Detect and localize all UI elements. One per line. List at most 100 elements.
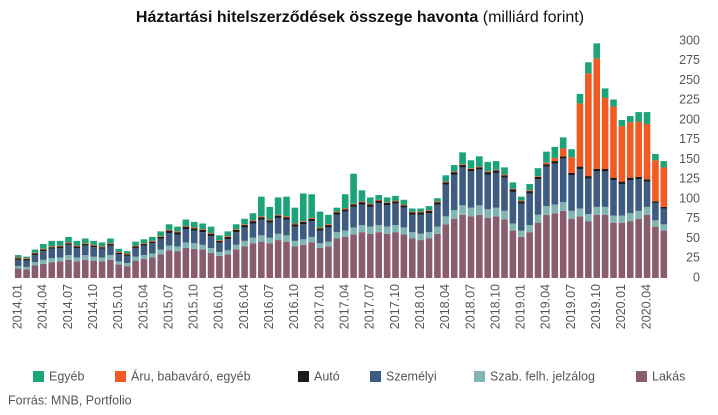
bar-segment bbox=[643, 214, 651, 278]
bar-segment bbox=[98, 257, 106, 262]
bar-segment bbox=[551, 163, 559, 205]
bar-segment bbox=[626, 177, 634, 181]
bar-segment bbox=[341, 194, 349, 209]
bar-segment bbox=[434, 201, 441, 203]
x-tick-label: 2015.07 bbox=[161, 284, 175, 329]
bar-segment bbox=[65, 243, 72, 245]
bar-segment bbox=[350, 206, 357, 228]
bar-segment bbox=[299, 221, 307, 222]
bar-segment bbox=[325, 246, 332, 278]
bar-segment bbox=[48, 240, 56, 247]
bar-segment bbox=[23, 266, 30, 270]
legend-swatch bbox=[636, 371, 647, 382]
bar-segment bbox=[115, 251, 123, 253]
bar-segment bbox=[559, 202, 567, 211]
bar-segment bbox=[48, 248, 56, 259]
bar-segment bbox=[107, 255, 114, 260]
bar-segment bbox=[132, 241, 139, 246]
bar-segment bbox=[568, 149, 575, 158]
bar-segment bbox=[48, 258, 56, 263]
bar-segment bbox=[375, 202, 383, 226]
bar-segment bbox=[383, 197, 391, 203]
bar-segment bbox=[56, 246, 64, 248]
bar-segment bbox=[316, 227, 324, 229]
x-tick-label: 2019.04 bbox=[539, 284, 553, 329]
bar-segment bbox=[140, 244, 148, 246]
bar-segment bbox=[400, 234, 408, 278]
bar-segment bbox=[509, 191, 517, 224]
bar-segment bbox=[593, 206, 601, 215]
bar-segment bbox=[408, 211, 416, 213]
bar-segment bbox=[149, 253, 156, 258]
chart-title: Háztartási hitelszerződések összege havo… bbox=[136, 9, 478, 26]
bar-segment bbox=[241, 225, 248, 228]
bar-segment bbox=[216, 251, 223, 256]
bar-segment bbox=[392, 200, 399, 202]
bar-segment bbox=[450, 218, 458, 278]
bar-segment bbox=[123, 251, 131, 254]
bar-segment bbox=[157, 254, 165, 278]
bar-segment bbox=[241, 227, 248, 241]
bar-segment bbox=[316, 211, 324, 228]
bar-segment bbox=[467, 160, 475, 169]
bar-segment bbox=[593, 58, 601, 169]
bar-segment bbox=[400, 205, 408, 208]
bar-segment bbox=[23, 258, 30, 260]
bar-segment bbox=[299, 221, 307, 225]
bar-segment bbox=[652, 226, 659, 278]
bar-segment bbox=[90, 247, 97, 257]
bar-segment bbox=[73, 246, 81, 248]
bar-segment bbox=[157, 236, 165, 239]
bar-segment bbox=[149, 243, 156, 254]
bar-segment bbox=[417, 211, 424, 213]
bar-segment bbox=[190, 227, 198, 229]
y-tick-label: 300 bbox=[679, 33, 700, 47]
bar-segment bbox=[98, 248, 106, 258]
bar-segment bbox=[459, 152, 466, 165]
x-tick-label: 2018.10 bbox=[488, 284, 502, 329]
bar-segment bbox=[417, 208, 424, 212]
bar-segment bbox=[375, 200, 383, 203]
x-tick-label: 2017.10 bbox=[388, 284, 402, 329]
bar-segment bbox=[174, 251, 181, 278]
bar-segment bbox=[350, 204, 357, 207]
bar-segment bbox=[291, 226, 299, 241]
bar-segment bbox=[333, 232, 341, 239]
bar-segment bbox=[551, 204, 559, 214]
bar-segment bbox=[90, 260, 97, 278]
x-tick-label: 2015.01 bbox=[111, 284, 125, 329]
bar-segment bbox=[551, 146, 559, 158]
bar-segment bbox=[115, 261, 123, 265]
bar-segment bbox=[31, 253, 39, 256]
bar-segment bbox=[48, 262, 56, 278]
bar-segment bbox=[459, 214, 466, 278]
bar-segment bbox=[585, 178, 592, 215]
bar-segment bbox=[56, 245, 64, 247]
bar-segment bbox=[400, 204, 408, 206]
bar-segment bbox=[249, 213, 257, 221]
x-tick-label: 2014.07 bbox=[61, 284, 75, 329]
bar-segment bbox=[484, 171, 492, 173]
chart-subtitle: (milliárd forint) bbox=[483, 9, 584, 26]
bar-segment bbox=[325, 241, 332, 247]
bar-segment bbox=[652, 220, 659, 227]
bar-segment bbox=[367, 206, 374, 227]
bar-segment bbox=[182, 219, 190, 226]
bar-segment bbox=[199, 244, 206, 250]
bar-segment bbox=[341, 209, 349, 212]
bar-segment bbox=[459, 205, 466, 215]
bar-segment bbox=[350, 234, 357, 278]
bar-segment bbox=[56, 240, 64, 246]
bar-segment bbox=[635, 210, 642, 219]
bar-segment bbox=[207, 226, 215, 233]
bar-segment bbox=[174, 234, 181, 247]
bar-segment bbox=[23, 269, 30, 278]
bar-segment bbox=[207, 233, 215, 237]
bar-segment bbox=[308, 218, 315, 222]
bar-segment bbox=[534, 214, 542, 223]
bar-segment bbox=[207, 247, 215, 253]
bar-segment bbox=[241, 224, 248, 226]
x-tick-label: 2018.01 bbox=[413, 284, 427, 329]
legend-swatch bbox=[298, 371, 309, 382]
